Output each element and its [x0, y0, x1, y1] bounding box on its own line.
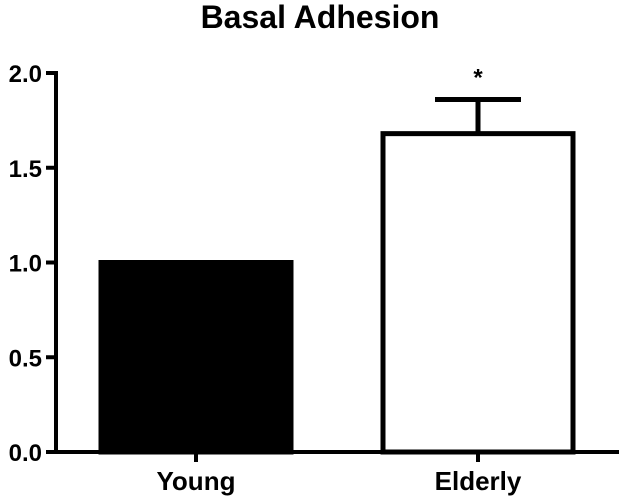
- y-tick-label: 2.0: [9, 61, 42, 88]
- significance-marker: *: [473, 65, 483, 92]
- labels: 0.0 0.5 1.0 1.5 2.0 Young * Elderly: [9, 61, 522, 496]
- y-tick-label: 1.0: [9, 251, 42, 278]
- bars: [98, 97, 576, 455]
- y-tick-label: 0.5: [9, 345, 42, 372]
- bar-young: [98, 260, 294, 455]
- chart-title: Basal Adhesion: [201, 0, 440, 35]
- y-tick-label: 1.5: [9, 156, 42, 183]
- x-tick-label-elderly: Elderly: [435, 466, 522, 496]
- bar-elderly: [380, 131, 576, 455]
- x-tick-label-young: Young: [157, 466, 236, 496]
- y-tick-label: 0.0: [9, 440, 42, 467]
